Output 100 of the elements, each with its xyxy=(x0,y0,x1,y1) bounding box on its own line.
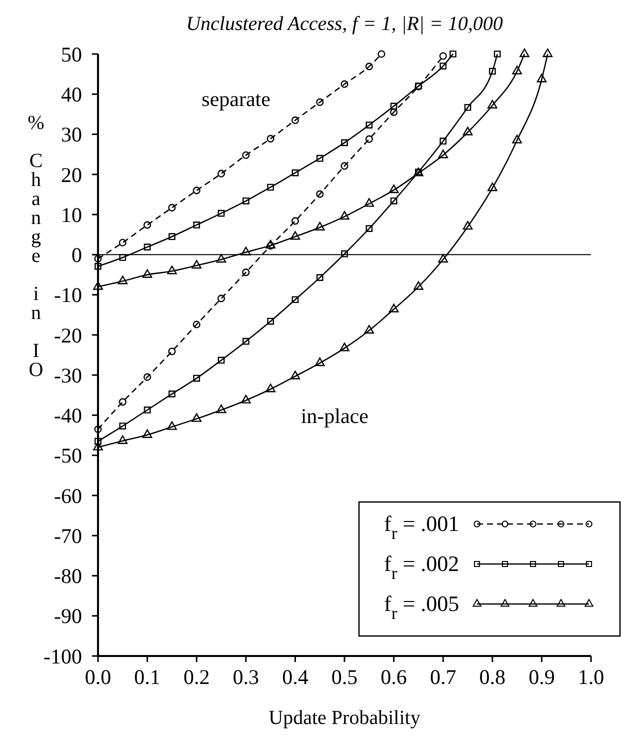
y-tick-label: -40 xyxy=(54,404,82,428)
point xyxy=(242,197,250,204)
point xyxy=(216,404,226,414)
point xyxy=(450,50,456,58)
point xyxy=(192,320,200,328)
point xyxy=(366,225,373,232)
point xyxy=(144,244,151,250)
point xyxy=(218,210,225,217)
point xyxy=(316,98,324,106)
annotation: in-place xyxy=(300,404,368,428)
x-tick-label: 0.9 xyxy=(528,665,555,689)
y-tick-label: 20 xyxy=(61,162,82,187)
x-tick-label: 0.6 xyxy=(380,665,407,689)
point xyxy=(118,435,128,444)
y-tick-label: -30 xyxy=(54,363,82,388)
point xyxy=(390,197,398,204)
point xyxy=(340,342,350,352)
point xyxy=(439,52,447,60)
y-tick-label: -80 xyxy=(54,564,82,588)
y-tick-label: 50 xyxy=(61,42,82,66)
point xyxy=(267,318,274,325)
point xyxy=(241,394,251,404)
point xyxy=(341,250,348,258)
point xyxy=(292,296,299,304)
point xyxy=(93,442,103,450)
point xyxy=(292,169,299,176)
point xyxy=(168,204,176,212)
point xyxy=(217,294,226,302)
annotation: separate xyxy=(202,87,270,112)
point xyxy=(144,406,151,414)
point xyxy=(218,356,225,364)
point xyxy=(267,184,274,191)
y-tick-label: -50 xyxy=(54,444,82,468)
y-tick-label: 0 xyxy=(72,243,82,268)
point xyxy=(94,262,102,270)
point xyxy=(488,182,498,192)
point xyxy=(118,238,126,246)
point xyxy=(192,186,200,194)
point xyxy=(364,324,374,334)
point xyxy=(388,304,399,312)
point xyxy=(217,170,226,178)
point xyxy=(440,138,447,145)
point xyxy=(168,348,176,356)
x-tick-label: 0.5 xyxy=(331,665,358,689)
x-tick-label: 0.4 xyxy=(282,665,309,689)
y-tick-label: -60 xyxy=(54,484,82,508)
point xyxy=(365,62,373,70)
point xyxy=(193,374,200,382)
point xyxy=(144,221,152,229)
x-tick-label: 0.0 xyxy=(84,665,112,689)
point xyxy=(462,221,473,230)
point xyxy=(340,210,350,220)
point xyxy=(266,134,274,142)
point xyxy=(462,126,473,136)
point xyxy=(291,217,299,225)
point xyxy=(216,254,226,263)
point xyxy=(142,269,152,278)
point xyxy=(378,50,386,58)
point xyxy=(341,139,348,146)
x-tick-label: 0.8 xyxy=(479,665,506,689)
point xyxy=(167,266,177,274)
point xyxy=(520,48,530,58)
point xyxy=(94,425,102,434)
point xyxy=(536,74,547,82)
x-tick-label: 0.7 xyxy=(430,665,456,689)
point xyxy=(488,68,496,75)
legend-label: f$_{r}$ = .005 xyxy=(384,591,460,624)
point xyxy=(390,102,398,110)
point xyxy=(340,80,348,88)
point xyxy=(512,134,522,144)
x-axis-title: Update Probability xyxy=(268,707,420,729)
point xyxy=(512,66,522,74)
y-tick-label: 40 xyxy=(61,82,82,106)
point xyxy=(316,154,324,162)
point xyxy=(390,108,398,116)
point xyxy=(118,398,126,406)
point xyxy=(290,231,300,240)
point xyxy=(192,413,202,422)
point xyxy=(290,370,300,380)
point xyxy=(464,104,472,111)
point xyxy=(94,438,102,445)
point xyxy=(488,100,498,108)
point xyxy=(366,122,373,128)
point xyxy=(168,233,176,240)
y-tick-label: -10 xyxy=(54,283,82,308)
point xyxy=(118,276,128,284)
point xyxy=(266,384,276,392)
point xyxy=(193,222,200,228)
x-tick-label: 1.0 xyxy=(578,665,604,689)
point xyxy=(494,50,501,58)
point xyxy=(340,162,348,170)
point xyxy=(314,357,325,366)
point xyxy=(242,338,250,345)
chart-title: Unclustered Access, f = 1, |R| = 10,000 xyxy=(186,13,503,35)
point xyxy=(168,390,176,398)
point xyxy=(314,222,325,230)
point xyxy=(438,254,448,263)
point xyxy=(438,150,448,158)
point xyxy=(316,190,324,198)
point xyxy=(142,429,152,438)
